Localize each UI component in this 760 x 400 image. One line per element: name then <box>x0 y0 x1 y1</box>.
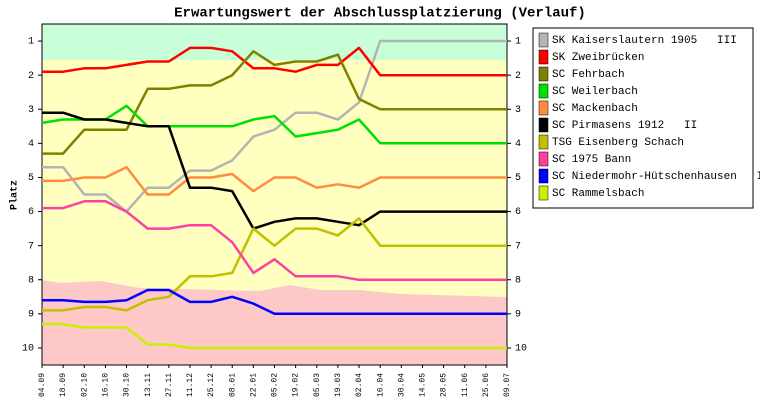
x-tick-label: 08.01 <box>228 373 237 397</box>
x-tick-label: 11.12 <box>186 373 195 397</box>
y-tick-label: 2 <box>515 71 521 82</box>
series-line <box>42 288 507 316</box>
legend-label: SC 1975 Bann <box>552 154 631 166</box>
x-tick-label: 05.02 <box>271 373 280 397</box>
y-tick-label: 1 <box>28 37 34 48</box>
y-tick-label: 3 <box>515 105 521 116</box>
x-tick-label: 13.11 <box>144 373 153 397</box>
y-tick-label: 5 <box>28 173 34 184</box>
legend-box <box>532 27 754 209</box>
x-tick-label: 25.06 <box>482 373 491 397</box>
y-tick-label: 3 <box>28 105 34 116</box>
x-tick-label: 09.07 <box>503 373 512 397</box>
x-tick-label: 30.10 <box>123 373 132 397</box>
y-tick-label: 4 <box>28 139 34 150</box>
x-tick-label: 05.03 <box>313 373 322 397</box>
y-tick-label: 7 <box>28 241 34 252</box>
series-line <box>42 39 507 213</box>
series-line <box>42 200 507 282</box>
series-line <box>42 111 507 230</box>
x-tick-label: 22.01 <box>249 373 258 397</box>
x-tick-label: 25.12 <box>207 373 216 397</box>
x-tick-label: 04.09 <box>38 373 47 397</box>
y-tick-label: 6 <box>515 207 521 218</box>
y-tick-label: 9 <box>28 309 34 320</box>
legend-label: SK Kaiserslautern 1905 III <box>552 35 737 47</box>
y-tick-label: 5 <box>515 173 521 184</box>
y-tick-label: 8 <box>515 275 521 286</box>
legend-swatch <box>538 83 549 99</box>
x-tick-label: 18.09 <box>59 373 68 397</box>
series-line <box>42 46 507 77</box>
y-tick-label: 8 <box>28 275 34 286</box>
x-tick-label: 30.04 <box>397 373 406 397</box>
y-tick-label: 6 <box>28 207 34 218</box>
x-tick-label: 27.11 <box>165 373 174 397</box>
legend-swatch <box>538 168 549 184</box>
series-line <box>42 50 507 155</box>
legend-swatch <box>538 32 549 48</box>
series-line <box>42 322 507 350</box>
x-tick-label: 28.05 <box>440 373 449 397</box>
series-line <box>41 104 507 145</box>
legend-label: SC Pirmasens 1912 II <box>552 120 697 132</box>
legend-swatch <box>538 151 549 167</box>
x-tick-label: 19.03 <box>334 373 343 397</box>
y-tick-label: 7 <box>515 241 521 252</box>
x-tick-label: 11.06 <box>461 373 470 397</box>
legend-swatch <box>538 117 549 133</box>
legend-swatch <box>538 49 549 65</box>
legend-label: SC Niedermohr-Hütschenhausen II <box>552 171 760 183</box>
y-axis-label: Platz <box>9 180 21 210</box>
legend-label: SK Zweibrücken <box>552 52 644 64</box>
legend-swatch <box>538 185 549 201</box>
legend-label: SC Mackenbach <box>552 103 638 115</box>
legend-label: SC Fehrbach <box>552 69 625 81</box>
x-tick-label: 02.10 <box>80 373 89 397</box>
legend-label: TSG Eisenberg Schach <box>552 137 684 149</box>
y-tick-label: 9 <box>515 309 521 320</box>
legend-label: SC Weilerbach <box>552 86 638 98</box>
y-tick-label: 10 <box>22 344 34 355</box>
x-tick-label: 16.10 <box>102 373 111 397</box>
y-tick-label: 4 <box>515 139 521 150</box>
y-tick-label: 10 <box>515 344 527 355</box>
legend-swatch <box>538 66 549 82</box>
x-tick-label: 02.04 <box>355 373 364 397</box>
legend-swatch <box>538 134 549 150</box>
x-tick-label: 19.02 <box>292 373 301 397</box>
x-tick-label: 16.04 <box>376 373 385 397</box>
legend-label: SC Rammelsbach <box>552 188 644 200</box>
series-line <box>42 165 507 196</box>
legend-swatch <box>538 100 549 116</box>
y-tick-label: 1 <box>515 37 521 48</box>
series-line <box>42 217 507 312</box>
x-tick-label: 14.05 <box>419 373 428 397</box>
chart-title: Erwartungswert der Abschlussplatzierung … <box>174 6 586 22</box>
y-tick-label: 2 <box>28 71 34 82</box>
